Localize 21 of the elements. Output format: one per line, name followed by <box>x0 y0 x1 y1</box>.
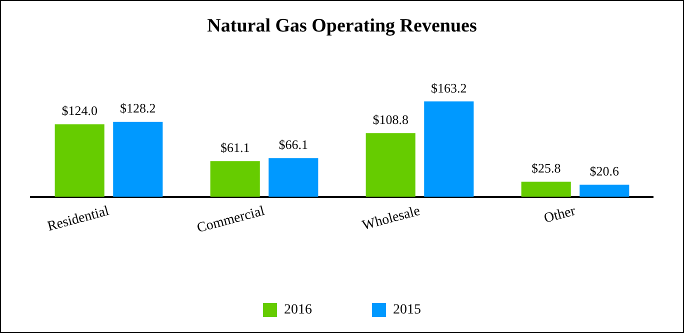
data-label: $163.2 <box>431 80 467 96</box>
data-label: $66.1 <box>278 137 308 152</box>
legend-label: 2015 <box>393 302 421 318</box>
data-label: $61.1 <box>220 140 250 156</box>
data-label: $20.6 <box>590 164 620 179</box>
x-tick-label: Wholesale <box>360 204 422 234</box>
bar <box>113 122 163 197</box>
x-tick-label: Other <box>542 204 578 227</box>
bar <box>210 161 260 197</box>
bar <box>366 133 416 197</box>
data-label: $128.2 <box>120 100 156 116</box>
bar <box>521 182 571 197</box>
bar <box>580 184 630 197</box>
data-label: $124.0 <box>62 103 98 118</box>
bar <box>424 101 474 197</box>
bar <box>54 124 104 197</box>
data-label: $25.8 <box>531 160 561 176</box>
legend-label: 2016 <box>284 302 312 318</box>
bar <box>268 158 318 197</box>
data-label: $108.8 <box>372 112 408 128</box>
chart-title: Natural Gas Operating Revenues <box>207 15 477 36</box>
